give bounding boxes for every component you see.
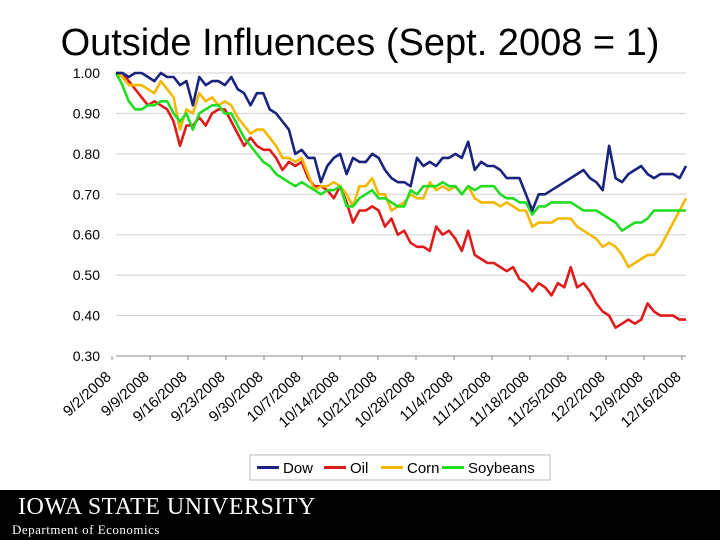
legend-label-corn: Corn bbox=[407, 460, 440, 477]
y-tick-label: 0.70 bbox=[73, 186, 100, 202]
series-line-corn bbox=[115, 71, 688, 269]
chart-legend: Dow Oil Corn Soybeans bbox=[249, 454, 551, 481]
x-axis-tick-labels: 9/2/20089/9/20089/16/20089/23/20089/30/2… bbox=[60, 368, 685, 431]
y-tick-label: 0.50 bbox=[73, 267, 100, 283]
slide-title: Outside Influences (Sept. 2008 = 1) bbox=[60, 22, 660, 64]
y-tick-label: 0.30 bbox=[73, 348, 100, 364]
department-name: Department of Economics bbox=[12, 522, 160, 537]
series-line-oil bbox=[116, 71, 686, 330]
legend-label-dow: Dow bbox=[283, 460, 313, 477]
y-tick-label: 0.40 bbox=[73, 308, 100, 324]
university-logo: IOWA STATE UNIVERSITY bbox=[18, 494, 316, 520]
series-line-soybeans bbox=[114, 72, 686, 232]
y-axis-tick-labels: 1.00 0.90 0.80 0.70 0.60 0.50 0.40 0.30 bbox=[73, 65, 100, 364]
series-line-dow bbox=[116, 71, 688, 212]
footer-bar bbox=[0, 490, 720, 540]
y-tick-label: 0.60 bbox=[73, 227, 100, 243]
y-tick-label: 0.90 bbox=[73, 105, 100, 121]
chart-series bbox=[114, 71, 688, 330]
chart-axes bbox=[111, 355, 686, 360]
line-chart: 1.00 0.90 0.80 0.70 0.60 0.50 0.40 0.30 9/2/200… bbox=[60, 65, 688, 481]
y-tick-label: 1.00 bbox=[73, 65, 100, 81]
legend-label-oil: Oil bbox=[350, 460, 368, 477]
legend-label-soybeans: Soybeans bbox=[468, 460, 535, 477]
y-tick-label: 0.80 bbox=[73, 146, 100, 162]
chart-gridlines bbox=[116, 72, 686, 317]
